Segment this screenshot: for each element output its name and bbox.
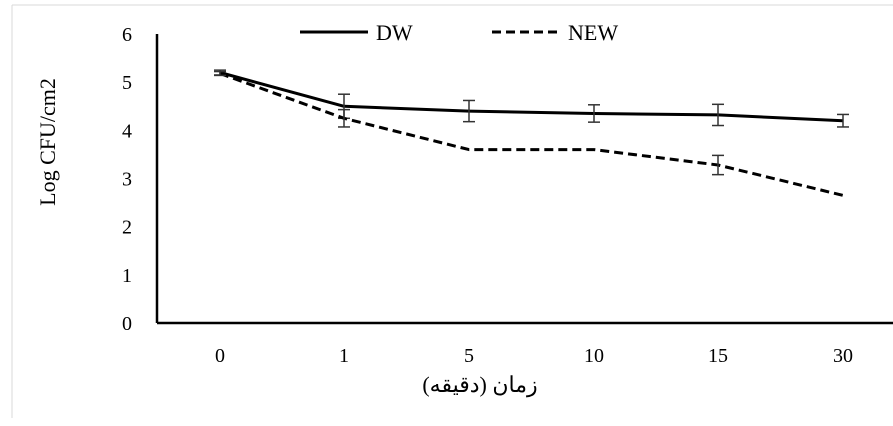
legend-item-dw: DW bbox=[300, 20, 413, 45]
legend-label: DW bbox=[376, 20, 413, 45]
y-tick-label: 4 bbox=[122, 120, 132, 142]
y-axis-tick-labels: 0 1 2 3 4 5 6 bbox=[122, 24, 132, 335]
y-axis-title: Log CFU/cm2 bbox=[35, 78, 60, 206]
y-tick-label: 3 bbox=[122, 169, 132, 191]
error-bar bbox=[214, 70, 226, 77]
x-axis-title: زمان (دقیقه) bbox=[422, 372, 537, 398]
y-tick-label: 6 bbox=[122, 24, 132, 46]
x-tick-label: 5 bbox=[464, 345, 474, 367]
error-bar bbox=[463, 99, 475, 123]
x-tick-label: 0 bbox=[215, 345, 225, 367]
legend-item-new: NEW bbox=[492, 20, 618, 45]
error-bar bbox=[712, 103, 724, 127]
series-line-dw bbox=[219, 71, 844, 123]
legend: DW NEW bbox=[300, 20, 618, 45]
legend-label: NEW bbox=[568, 20, 618, 45]
x-tick-label: 1 bbox=[339, 345, 349, 367]
y-tick-label: 0 bbox=[122, 313, 132, 335]
y-tick-label: 5 bbox=[122, 72, 132, 94]
x-axis-tick-labels: 0 1 5 10 15 30 bbox=[215, 345, 853, 367]
x-tick-label: 10 bbox=[584, 345, 604, 367]
y-tick-label: 2 bbox=[122, 217, 132, 239]
series-layer bbox=[214, 69, 849, 197]
y-tick-label: 1 bbox=[122, 265, 132, 287]
error-bar bbox=[837, 113, 849, 128]
series-new bbox=[214, 70, 844, 197]
x-tick-label: 30 bbox=[833, 345, 853, 367]
series-line-new bbox=[219, 72, 844, 197]
x-tick-label: 15 bbox=[708, 345, 728, 367]
error-bar bbox=[712, 154, 724, 176]
error-bar bbox=[588, 104, 600, 123]
error-bar bbox=[338, 108, 350, 128]
